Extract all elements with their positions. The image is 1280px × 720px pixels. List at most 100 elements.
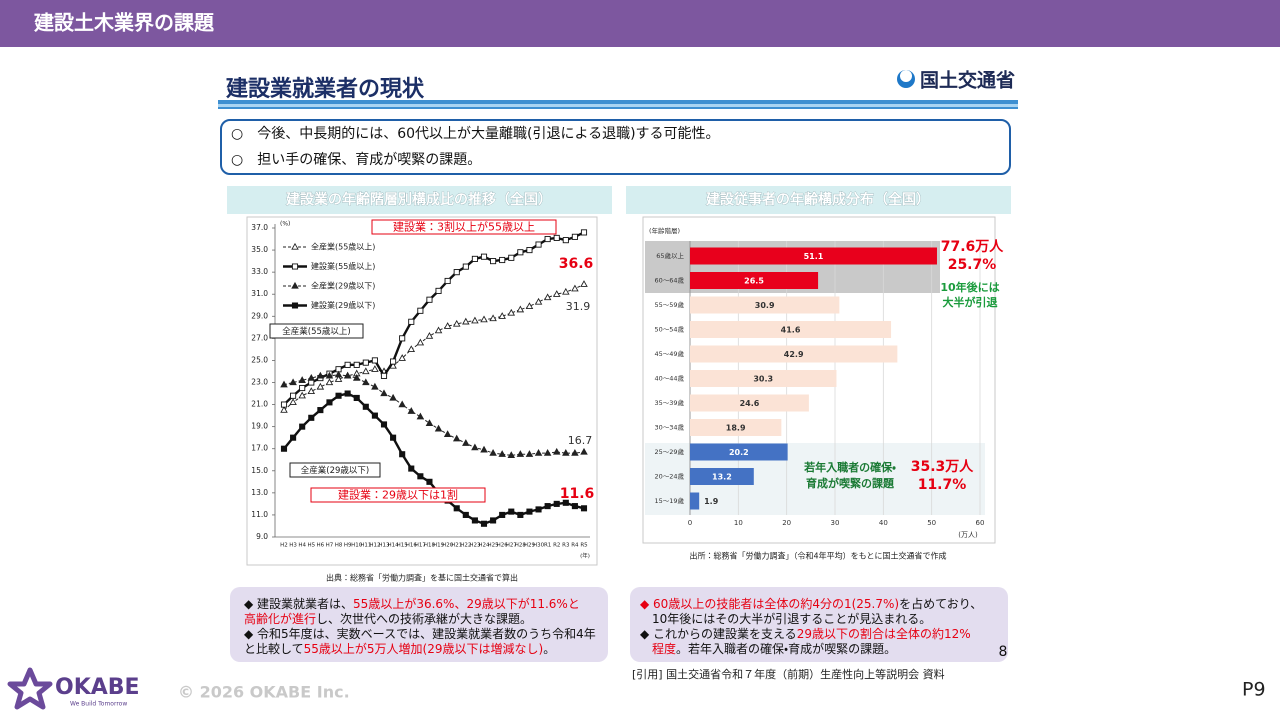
line-marker bbox=[380, 372, 388, 379]
legend-label: 全産業(29歳以下) bbox=[311, 281, 375, 291]
line-marker bbox=[353, 361, 360, 368]
y-tick-label: 15.0 bbox=[251, 466, 268, 475]
line-marker bbox=[371, 382, 379, 390]
legend-marker bbox=[291, 263, 299, 270]
x-tick-label: H4 bbox=[298, 543, 306, 549]
x-tick-label: H8 bbox=[335, 543, 343, 549]
y-tick-label: 35～39歳 bbox=[654, 398, 684, 407]
note-box bbox=[230, 587, 608, 662]
line-marker bbox=[571, 284, 579, 292]
line-marker bbox=[471, 517, 478, 524]
note-segment: 10年後にはその大半が引退することが見込まれる。 bbox=[640, 611, 931, 626]
chart-title: 建設業の年齢階層別構成比の推移（全国） bbox=[285, 191, 552, 208]
line-marker bbox=[552, 447, 561, 455]
y-axis-label: (年齢階層) bbox=[649, 226, 680, 235]
x-tick-label: H15 bbox=[397, 543, 409, 549]
line-marker bbox=[580, 229, 588, 236]
line-marker bbox=[334, 375, 343, 382]
x-tick-label: H25 bbox=[488, 543, 500, 549]
x-tick-label: H17 bbox=[415, 543, 427, 549]
company-tagline: We Build Tomorrow bbox=[70, 701, 127, 708]
line-marker bbox=[408, 465, 415, 472]
line-marker bbox=[543, 293, 552, 301]
note-box bbox=[630, 587, 1008, 662]
logo-mark-inner bbox=[900, 70, 912, 82]
x-tick-label: 0 bbox=[688, 519, 692, 527]
note-segment: 。 bbox=[543, 642, 555, 656]
x-tick-label: H29 bbox=[524, 543, 536, 549]
note-segment: 程度 bbox=[652, 641, 676, 656]
x-tick-label: H26 bbox=[497, 543, 509, 549]
company-name: OKABE bbox=[55, 675, 140, 700]
line-marker bbox=[398, 354, 406, 361]
data-label: 36.6 bbox=[559, 256, 594, 272]
annotation: 25.7% bbox=[948, 257, 997, 273]
slide-title: 建設業就業者の現状 bbox=[225, 76, 425, 102]
line-marker bbox=[426, 296, 433, 303]
bar bbox=[690, 345, 898, 363]
line-marker bbox=[525, 302, 534, 310]
x-tick-label: H27 bbox=[506, 543, 518, 549]
data-label: 51.1 bbox=[804, 252, 824, 261]
line-marker bbox=[416, 338, 425, 346]
y-tick-label: 50～54歳 bbox=[654, 325, 684, 334]
line-marker bbox=[480, 253, 488, 260]
line-marker bbox=[453, 505, 460, 512]
line-marker bbox=[544, 503, 551, 510]
bar bbox=[690, 419, 782, 436]
y-tick-label: 25.0 bbox=[251, 355, 268, 364]
y-tick-label: 20～24歳 bbox=[654, 472, 684, 481]
line-marker bbox=[526, 508, 533, 515]
line-marker bbox=[390, 358, 397, 365]
x-tick-label: R5 bbox=[580, 543, 588, 549]
data-label: 13.2 bbox=[712, 473, 732, 482]
line-marker bbox=[307, 373, 316, 381]
bar bbox=[690, 272, 819, 289]
data-label: 26.5 bbox=[744, 277, 764, 286]
y-tick-label: 35.0 bbox=[251, 245, 268, 254]
data-label: 18.9 bbox=[726, 424, 746, 433]
data-label: 11.6 bbox=[560, 486, 595, 502]
annotation: 建設業：3割以上が55歳以上 bbox=[393, 220, 535, 234]
line-marker bbox=[571, 503, 578, 510]
x-tick-label: H23 bbox=[469, 543, 481, 549]
line-marker bbox=[408, 318, 415, 325]
line-marker bbox=[434, 424, 443, 432]
line-marker bbox=[462, 317, 470, 325]
line-marker bbox=[335, 392, 342, 399]
bar bbox=[690, 370, 837, 387]
line-marker bbox=[416, 412, 425, 420]
line-marker bbox=[480, 520, 488, 527]
x-tick-label: H12 bbox=[369, 543, 380, 549]
line-marker bbox=[325, 371, 334, 379]
line-marker bbox=[452, 434, 461, 442]
x-tick-label: H10 bbox=[351, 543, 363, 549]
line-marker bbox=[507, 451, 516, 458]
note-line: ◆ これからの建設業を支える29歳以下の割合は全体の約12% bbox=[640, 626, 971, 641]
x-tick-label: H2 bbox=[280, 543, 288, 549]
line-marker bbox=[426, 478, 433, 485]
line-marker bbox=[490, 517, 497, 524]
line-marker bbox=[326, 399, 333, 406]
bar bbox=[690, 247, 937, 265]
line-marker bbox=[316, 382, 325, 390]
line-marker bbox=[517, 249, 524, 256]
note-line: ◆ 60歳以上の技能者は全体の約4分の1(25.7%)を占めており、 bbox=[640, 596, 982, 611]
x-tick-label: H24 bbox=[478, 543, 490, 549]
x-tick-label: 50 bbox=[927, 519, 936, 527]
annotation: 全産業(55歳以上) bbox=[282, 326, 350, 337]
line-marker bbox=[534, 297, 543, 305]
annotation: 11.7% bbox=[918, 477, 967, 493]
line-marker bbox=[517, 511, 524, 518]
line-marker bbox=[507, 308, 516, 316]
line-marker bbox=[516, 450, 525, 457]
line-marker bbox=[562, 237, 569, 244]
citation: [引用] 国土交通省令和７年度（前期）生産性向上等説明会 資料 bbox=[632, 667, 945, 681]
chart-title: 建設従事者の年齢構成分布（全国） bbox=[705, 191, 930, 208]
line-marker bbox=[380, 389, 388, 397]
line-marker bbox=[443, 430, 452, 438]
x-unit: (万人) bbox=[958, 531, 978, 539]
line-marker bbox=[516, 305, 525, 313]
line-marker bbox=[543, 449, 552, 456]
line-marker bbox=[489, 314, 497, 322]
